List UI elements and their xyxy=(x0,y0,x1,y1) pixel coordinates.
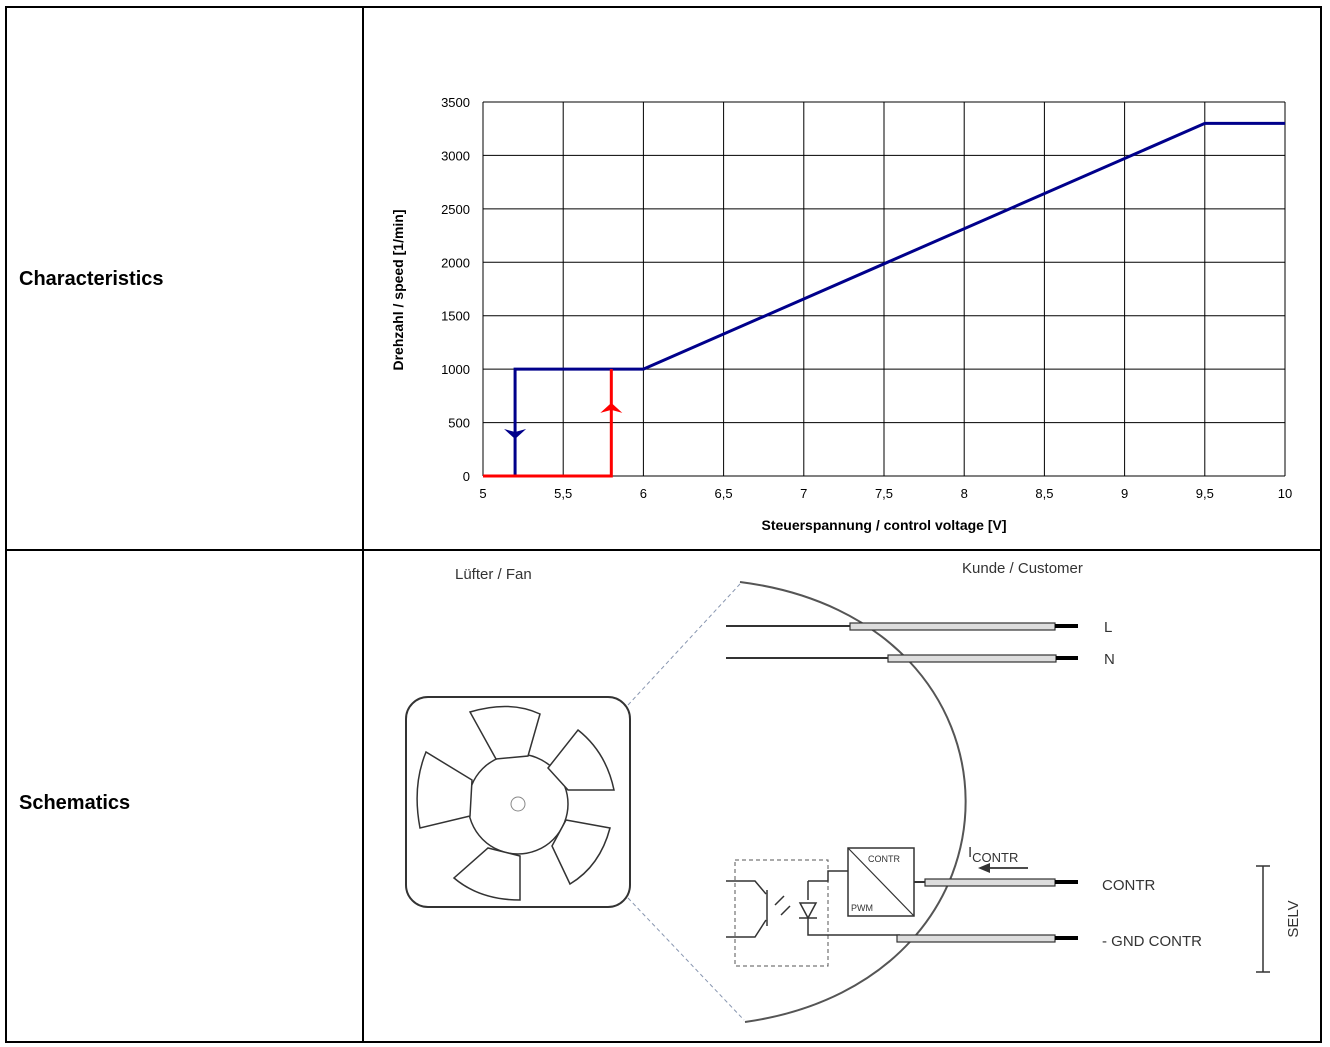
y-tick-label: 1500 xyxy=(441,309,470,324)
chart-grid xyxy=(482,101,1286,477)
phototransistor-icon xyxy=(726,880,791,938)
boundary-arc xyxy=(739,581,967,1023)
x-tick-label: 5 xyxy=(479,486,486,501)
x-tick-label: 9,5 xyxy=(1196,486,1214,501)
customer-label: Kunde / Customer xyxy=(962,560,1083,577)
x-axis-title: Steuerspannung / control voltage [V] xyxy=(761,517,1006,533)
optocoupler-box xyxy=(734,859,829,967)
y-tick-label: 3500 xyxy=(441,95,470,110)
chart-series xyxy=(483,121,1285,478)
row-divider xyxy=(5,549,1322,551)
y-tick-label: 3000 xyxy=(441,148,470,163)
x-tick-label: 6,5 xyxy=(715,486,733,501)
zoom-line-top xyxy=(627,583,741,706)
schematics-label: Schematics xyxy=(19,792,131,814)
wire-gnd-sleeve xyxy=(896,934,1056,943)
wire-n-label: N xyxy=(1104,651,1115,668)
block-pwm-label: PWM xyxy=(851,903,873,913)
wire-n-sleeve xyxy=(887,654,1057,663)
characteristics-label: Characteristics xyxy=(19,268,164,290)
x-tick-label: 7 xyxy=(800,486,807,501)
x-tick-label: 6 xyxy=(640,486,647,501)
current-arrowhead xyxy=(978,863,990,873)
fan-icon xyxy=(405,696,631,908)
y-tick-label: 1000 xyxy=(441,362,470,377)
led-icon xyxy=(798,870,900,936)
x-tick-label: 5,5 xyxy=(554,486,572,501)
column-divider xyxy=(362,6,364,1043)
x-tick-label: 8 xyxy=(961,486,968,501)
y-tick-labels: 0 500 1000 1500 2000 2500 3000 3500 xyxy=(441,95,470,484)
speed-chart: 5 5,5 6 6,5 7 7,5 8 8,5 9 9,5 10 0 500 1000 1500 2000 2… xyxy=(390,95,1292,533)
x-tick-label: 9 xyxy=(1121,486,1128,501)
controller-block: CONTR PWM xyxy=(847,847,915,917)
x-tick-label: 8,5 xyxy=(1035,486,1053,501)
block-contr-label: CONTR xyxy=(868,854,900,864)
wire-l-label: L xyxy=(1104,619,1112,636)
selv-label: SELV xyxy=(1285,900,1302,937)
table-frame xyxy=(5,6,1322,1043)
y-tick-label: 500 xyxy=(448,416,470,431)
y-tick-label: 2000 xyxy=(441,255,470,270)
series-arrow-0 xyxy=(504,429,527,440)
series-arrow-1 xyxy=(600,402,623,413)
current-label: I xyxy=(968,844,972,861)
y-tick-label: 2500 xyxy=(441,202,470,217)
wire-l-sleeve xyxy=(849,622,1056,631)
series-line-0 xyxy=(513,121,1285,476)
x-tick-label: 10 xyxy=(1278,486,1292,501)
current-label-sub: CONTR xyxy=(972,850,1018,865)
x-tick-labels: 5 5,5 6 6,5 7 7,5 8 8,5 9 9,5 10 xyxy=(479,486,1292,501)
contr-label: CONTR xyxy=(1102,877,1155,894)
y-tick-label: 0 xyxy=(463,469,470,484)
zoom-line-bottom xyxy=(627,897,745,1021)
fan-label: Lüfter / Fan xyxy=(455,566,532,583)
x-tick-label: 7,5 xyxy=(875,486,893,501)
y-axis-title: Drehzahl / speed [1/min] xyxy=(390,209,406,370)
wiring-schematic: Lüfter / Fan Kunde / Customer L N xyxy=(405,560,1302,1023)
wire-contr-sleeve xyxy=(924,878,1056,887)
current-label-group: ICONTR xyxy=(968,844,1018,865)
selv-bracket xyxy=(1256,865,1270,973)
gnd-label: - GND CONTR xyxy=(1102,933,1202,950)
